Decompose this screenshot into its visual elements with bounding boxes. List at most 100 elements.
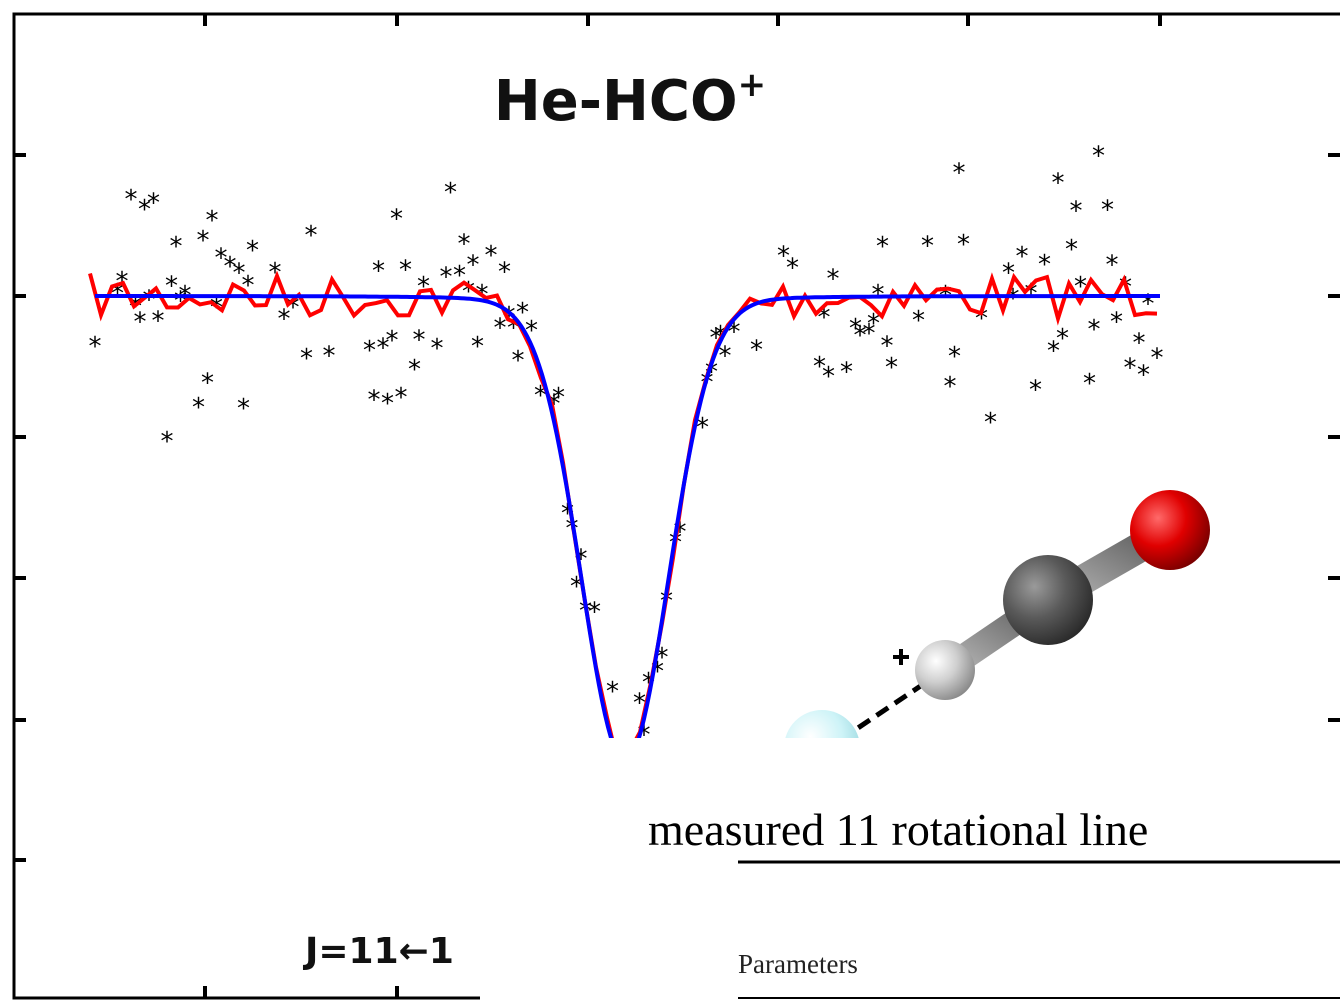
point-marker: * [1124, 353, 1137, 383]
point-marker: * [215, 243, 228, 273]
point-marker: * [1029, 375, 1042, 405]
point-marker: * [827, 265, 840, 295]
point-marker: * [750, 335, 763, 365]
point-marker: * [1110, 308, 1123, 338]
point-marker: * [1065, 235, 1078, 265]
point-marker: * [246, 236, 259, 266]
point-marker: * [395, 383, 408, 413]
point-marker: * [948, 342, 961, 372]
point-marker: * [471, 332, 484, 362]
point-marker: * [876, 232, 889, 262]
point-marker: * [1088, 315, 1101, 345]
point-marker: * [696, 413, 709, 443]
point-marker: * [854, 321, 867, 351]
point-marker: * [323, 342, 336, 372]
point-marker: * [863, 319, 876, 349]
point-marker: * [224, 252, 237, 282]
point-marker: * [1106, 251, 1119, 281]
point-marker: * [485, 241, 498, 271]
point-marker: * [147, 189, 160, 219]
carbon-atom [1003, 555, 1093, 645]
point-marker: * [777, 242, 790, 272]
point-marker: * [192, 393, 205, 423]
point-marker: * [1137, 361, 1150, 391]
point-marker: * [588, 598, 601, 628]
point-marker: * [552, 383, 565, 413]
point-marker: * [849, 314, 862, 344]
point-marker: * [300, 344, 313, 374]
point-marker: * [1083, 369, 1096, 399]
point-marker: * [1133, 329, 1146, 359]
point-marker: * [512, 346, 525, 376]
point-marker: * [413, 326, 426, 356]
point-marker: * [840, 357, 853, 387]
measured-trace [88, 270, 1158, 768]
point-marker: * [381, 389, 394, 419]
point-marker: * [237, 394, 250, 424]
point-marker: * [363, 336, 376, 366]
point-marker: * [867, 309, 880, 339]
point-marker: * [390, 205, 403, 235]
point-marker: * [377, 334, 390, 364]
hydrogen-atom [915, 640, 975, 700]
point-marker: * [498, 257, 511, 287]
title-text: He-HCO [494, 69, 738, 134]
point-marker: * [152, 306, 165, 336]
point-marker: * [138, 195, 151, 225]
point-marker: * [399, 256, 412, 286]
point-marker: * [1056, 324, 1069, 354]
point-marker: * [233, 259, 246, 289]
point-marker: * [921, 232, 934, 262]
oxygen-atom [1130, 490, 1210, 570]
point-marker: * [813, 352, 826, 382]
point-marker: * [944, 372, 957, 402]
title-superscript: + [738, 65, 767, 105]
point-marker: * [719, 342, 732, 372]
dashed-bond [838, 680, 927, 743]
point-marker: * [786, 254, 799, 284]
point-marker: * [368, 385, 381, 415]
point-marker: * [444, 178, 457, 208]
point-marker: * [197, 226, 210, 256]
point-marker: * [170, 232, 183, 262]
plot-title: He-HCO+ [494, 65, 766, 134]
point-marker: * [606, 677, 619, 707]
point-marker: * [1101, 195, 1114, 225]
point-marker: * [1092, 141, 1105, 171]
point-marker: * [1038, 250, 1051, 280]
transition-label: J=11←1 [302, 931, 454, 972]
caption: measured 11 rotational line [648, 804, 1148, 855]
table-header: Parameters [738, 949, 858, 979]
point-marker: * [201, 368, 214, 398]
overlay-panel [480, 738, 1340, 1003]
point-marker: * [125, 185, 138, 215]
point-marker: * [1052, 168, 1065, 198]
point-marker: * [1047, 336, 1060, 366]
point-marker: * [305, 221, 318, 251]
point-marker: * [1151, 344, 1164, 374]
point-marker: * [386, 326, 399, 356]
plus-sign [893, 649, 909, 665]
point-marker: * [440, 263, 453, 293]
point-marker: * [431, 334, 444, 364]
point-marker: * [957, 230, 970, 260]
point-marker: * [1070, 197, 1083, 227]
point-marker: * [1016, 242, 1029, 272]
point-marker: * [408, 355, 421, 385]
point-marker: * [885, 353, 898, 383]
point-marker: * [494, 313, 507, 343]
point-marker: * [89, 332, 102, 362]
point-marker: * [822, 362, 835, 392]
point-marker: * [912, 306, 925, 336]
point-marker: * [134, 308, 147, 338]
point-marker: * [953, 159, 966, 189]
fit-curve [95, 294, 1160, 765]
point-marker: * [278, 305, 291, 335]
point-marker: * [984, 408, 997, 438]
data-points: ******************************** ********… [89, 141, 1164, 787]
point-marker: * [206, 206, 219, 236]
point-marker: * [372, 256, 385, 286]
point-marker: * [161, 427, 174, 457]
